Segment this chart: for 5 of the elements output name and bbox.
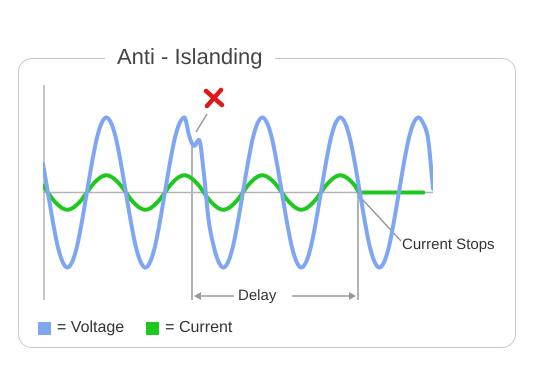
annotation: Current Stops <box>402 236 495 253</box>
text: Delay <box>238 287 276 304</box>
legend-label: = Voltage <box>57 319 124 337</box>
legend-label: = Current <box>165 319 232 337</box>
chart-title: Anti - Islanding <box>105 44 275 70</box>
